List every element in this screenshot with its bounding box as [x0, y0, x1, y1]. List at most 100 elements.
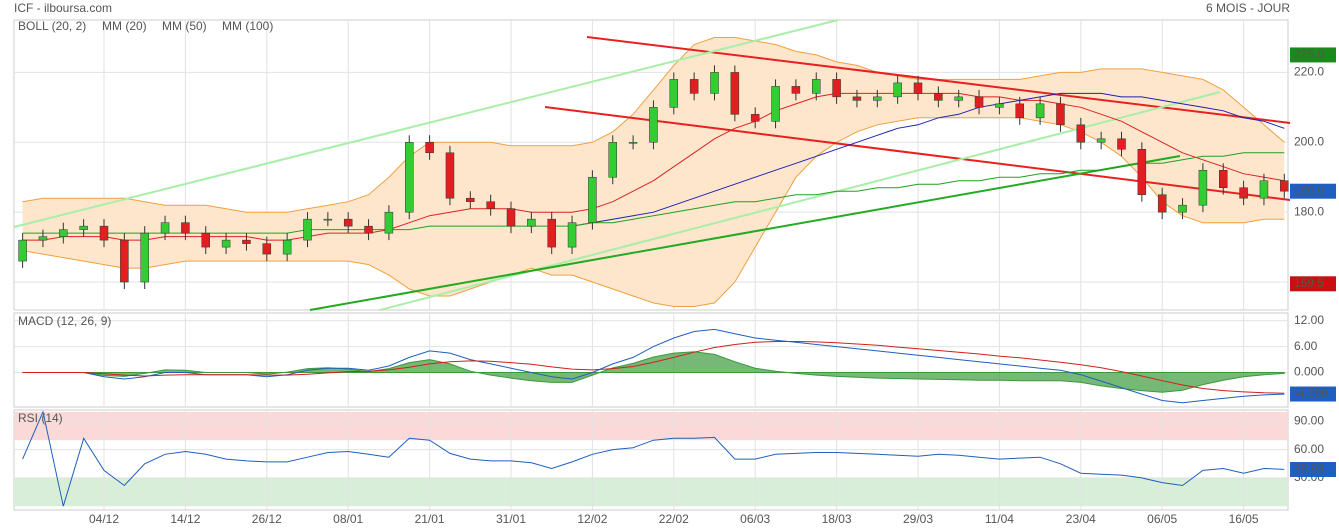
x-tick-label: 14/12	[170, 512, 200, 526]
x-tick-label: 11/04	[985, 512, 1014, 526]
y-tick-label: 90.00	[1294, 413, 1324, 427]
candle-body	[1157, 194, 1167, 213]
candle-body	[1219, 169, 1228, 188]
candle-body	[201, 232, 210, 248]
candle-body	[791, 86, 801, 94]
candle-body	[628, 142, 638, 144]
candle-body	[750, 114, 760, 122]
candle-body	[262, 243, 272, 255]
candle-body	[1178, 204, 1187, 213]
price-marker	[1290, 183, 1336, 199]
price-marker	[1290, 462, 1336, 477]
price-marker-label: 159.5	[1294, 276, 1324, 290]
x-tick-label: 31/01	[496, 512, 526, 526]
x-tick-label: 18/03	[822, 512, 852, 526]
trend-line	[309, 155, 1181, 311]
x-tick-label: 22/02	[659, 512, 689, 526]
candle-body	[343, 218, 353, 227]
candle-body	[1117, 138, 1126, 150]
price-marker	[1290, 47, 1336, 63]
bollinger-upper	[22, 37, 1285, 213]
legend-entry: BOLL (20, 2)	[18, 19, 86, 33]
candle-body	[1198, 169, 1208, 206]
candle-body	[1239, 187, 1248, 199]
candle-body	[649, 107, 658, 143]
x-tick-label: 26/12	[252, 512, 282, 526]
candle-body	[974, 96, 984, 108]
x-tick-label: 04/12	[89, 512, 119, 526]
candle-body	[506, 208, 516, 227]
price-marker	[1290, 386, 1336, 402]
candle-body	[120, 239, 129, 283]
trend-line	[586, 36, 1291, 124]
candle-body	[221, 239, 231, 248]
candle-body	[1015, 103, 1024, 119]
bollinger-band	[22, 37, 1285, 307]
candle-body	[445, 152, 455, 199]
candle-body	[812, 79, 821, 94]
candle-body	[588, 176, 597, 223]
candle-body	[689, 79, 699, 94]
candle-body	[18, 239, 27, 262]
candle-body	[303, 218, 312, 241]
indicator-line	[22, 341, 1285, 394]
candle-body	[527, 218, 536, 227]
y-tick-label: 12.00	[1294, 313, 1324, 327]
y-tick-label: 0.000	[1294, 365, 1324, 379]
candle-body	[99, 225, 109, 241]
moving-average	[572, 92, 1285, 227]
y-tick-label: 220.0	[1294, 65, 1324, 79]
candle-body	[771, 86, 780, 122]
candle-body	[608, 142, 617, 178]
zone	[14, 477, 1288, 507]
candle-body	[852, 96, 862, 101]
candle-body	[79, 225, 88, 230]
legend-entry: MM (20)	[102, 19, 147, 33]
candle-body	[1280, 180, 1289, 192]
candle-body	[160, 222, 170, 234]
candle-body	[832, 79, 841, 98]
legend-entry: MM (100)	[222, 19, 273, 33]
candle-body	[38, 236, 48, 241]
candle-body	[384, 211, 394, 234]
candle-body	[934, 93, 943, 101]
candle-body	[913, 82, 923, 94]
x-tick-label: 12/02	[577, 512, 607, 526]
x-tick-label: 06/03	[740, 512, 770, 526]
candle-body	[364, 225, 373, 234]
source: ICF - ilboursa.com	[14, 1, 112, 15]
candle-body	[893, 82, 902, 98]
x-tick-label: 29/03	[903, 512, 933, 526]
zone	[14, 411, 1288, 441]
candle-body	[954, 96, 963, 101]
candle-body	[242, 239, 251, 244]
x-tick-label: 16/05	[1229, 512, 1259, 526]
y-tick-label: 6.00	[1294, 339, 1318, 353]
y-tick-label: 60.00	[1294, 442, 1324, 456]
price-marker	[1290, 276, 1336, 292]
candle-body	[486, 201, 495, 209]
panel-title: MACD (12, 26, 9)	[18, 314, 111, 328]
candle-body	[995, 103, 1004, 108]
candle-body	[59, 229, 68, 237]
candle-body	[1035, 103, 1045, 119]
candle-body	[873, 96, 882, 101]
x-tick-label: 21/01	[415, 512, 445, 526]
candle-body	[567, 222, 577, 248]
candle-body	[669, 79, 679, 108]
x-tick-label: 23/04	[1066, 512, 1096, 526]
trend-line	[544, 106, 1291, 201]
x-tick-label: 08/01	[333, 512, 363, 526]
candle-body	[1137, 149, 1147, 195]
candle-body	[547, 218, 556, 248]
candle-body	[405, 142, 414, 213]
price-marker-label: 225.0	[1294, 47, 1324, 61]
moving-average	[22, 92, 1285, 241]
candle-body	[1096, 138, 1106, 143]
trend-line	[13, 19, 839, 228]
candle-body	[1076, 124, 1086, 143]
price-marker-label: -4.990	[1294, 386, 1328, 400]
histogram-area	[22, 351, 1285, 393]
x-tick-label: 06/05	[1147, 512, 1177, 526]
price-marker-label: 186.0	[1294, 183, 1324, 197]
